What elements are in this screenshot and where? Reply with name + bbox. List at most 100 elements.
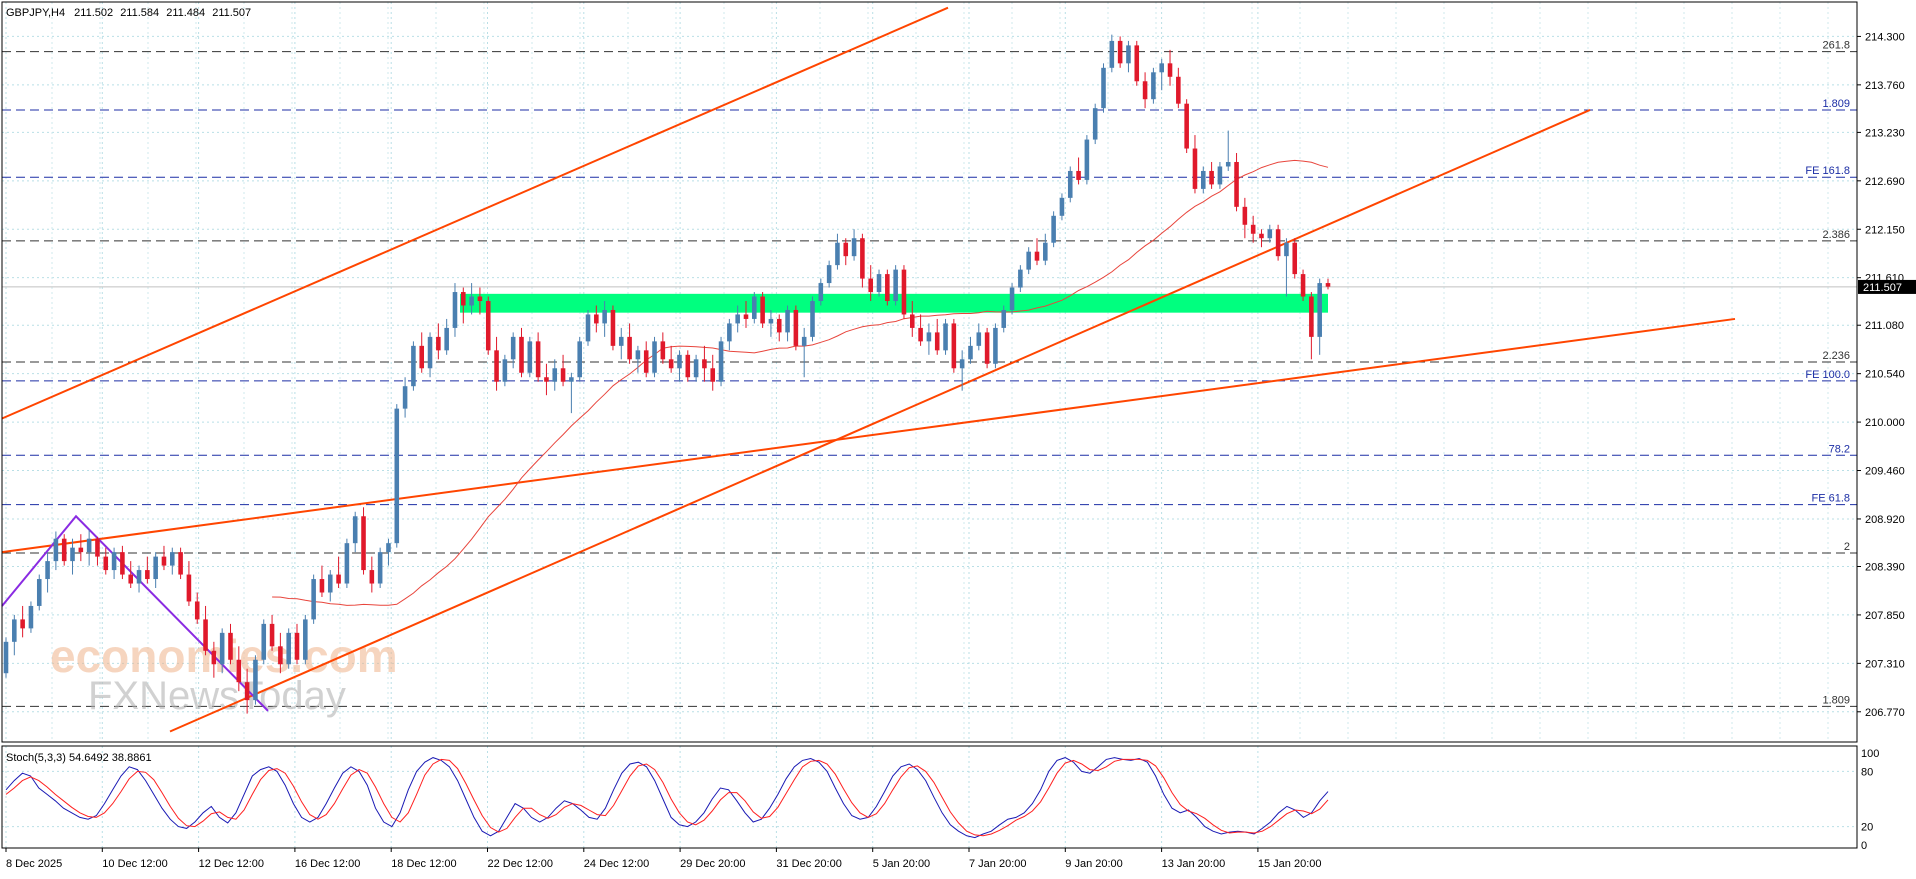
- candle-bullish: [569, 372, 574, 414]
- candle-body: [984, 332, 990, 364]
- time-tick-label: 16 Dec 12:00: [295, 858, 360, 870]
- candle-bearish: [710, 354, 716, 391]
- time-tick-label: 7 Jan 20:00: [969, 858, 1027, 870]
- candle-body: [702, 359, 707, 369]
- candle-body: [569, 377, 574, 382]
- candle-body: [860, 238, 865, 279]
- symbol-title: GBPJPY,H4 211.502 211.584 211.484 211.50…: [6, 7, 251, 19]
- candle-body: [1234, 161, 1239, 207]
- candle-body: [402, 386, 408, 409]
- candle-bearish: [1292, 238, 1298, 279]
- candle-body: [494, 350, 499, 382]
- candle-body: [1267, 229, 1273, 239]
- candle-body: [652, 341, 657, 373]
- candle-bullish: [993, 323, 998, 369]
- candle-bearish: [161, 545, 167, 571]
- candle-bullish: [752, 292, 757, 324]
- candle-body: [436, 336, 441, 351]
- candle-bullish: [693, 354, 699, 382]
- time-tick-label: 29 Dec 20:00: [680, 858, 745, 870]
- candle-body: [469, 296, 474, 306]
- candle-body: [253, 659, 258, 701]
- candle-bullish: [219, 628, 225, 674]
- candle-body: [20, 619, 25, 629]
- candle-body: [1184, 103, 1189, 149]
- time-tick-label: 10 Dec 12:00: [102, 858, 167, 870]
- candle-bullish: [718, 336, 724, 387]
- candle-bullish: [153, 552, 158, 589]
- candle-bearish: [461, 287, 466, 324]
- candle-bullish: [136, 565, 142, 593]
- candle-bearish: [1242, 197, 1248, 239]
- candle-bullish: [28, 601, 34, 633]
- candle-body: [1284, 242, 1289, 257]
- candle-body: [801, 336, 807, 346]
- price-tick-label: 207.850: [1865, 610, 1905, 622]
- candle-body: [959, 359, 965, 369]
- candle-bullish: [577, 336, 582, 382]
- candle-body: [145, 570, 150, 580]
- candle-bullish: [286, 628, 291, 669]
- candle-bearish: [668, 345, 674, 373]
- candle-bullish: [835, 233, 840, 270]
- candle-bearish: [610, 305, 616, 351]
- candle-bullish: [394, 404, 400, 548]
- candle-bullish: [602, 301, 607, 337]
- candle-body: [1059, 197, 1065, 216]
- time-tick-label: 5 Jan 20:00: [873, 858, 931, 870]
- candle-bearish: [419, 332, 425, 373]
- candle-body: [1151, 72, 1156, 100]
- time-tick-label: 12 Dec 12:00: [199, 858, 264, 870]
- candle-bullish: [1159, 58, 1164, 91]
- candle-body: [685, 354, 691, 378]
- candle-bullish: [1043, 233, 1048, 266]
- candle-body: [228, 632, 233, 660]
- candle-body: [1092, 108, 1098, 140]
- symbol-name: GBPJPY,H4: [6, 7, 65, 19]
- ohlc-low: 211.484: [166, 7, 205, 19]
- candle-body: [361, 516, 366, 571]
- stoch-tick-label: 80: [1861, 766, 1873, 778]
- level-label: 1.809: [1822, 694, 1850, 706]
- candle-bullish: [469, 283, 474, 315]
- candle-bearish: [643, 341, 649, 378]
- time-tick-label: 24 Dec 12:00: [584, 858, 649, 870]
- candle-body: [1126, 45, 1131, 64]
- candle-bearish: [901, 265, 907, 319]
- price-tick-label: 207.310: [1865, 658, 1905, 670]
- candle-body: [943, 323, 948, 351]
- candle-bullish: [635, 345, 641, 373]
- candle-body: [668, 359, 674, 369]
- candle-bearish: [103, 547, 109, 575]
- candle-body: [477, 296, 483, 302]
- candle-body: [12, 619, 17, 642]
- candle-body: [785, 309, 790, 333]
- time-tick-label: 18 Dec 12:00: [391, 858, 456, 870]
- candle-bearish: [477, 287, 483, 315]
- candle-bullish: [677, 350, 682, 382]
- candle-bullish: [1051, 211, 1056, 248]
- price-tick-label: 213.760: [1865, 80, 1905, 92]
- candle-body: [1067, 170, 1073, 198]
- candle-bullish: [818, 278, 824, 306]
- candle-bullish: [1084, 135, 1090, 185]
- level-label: 2: [1844, 541, 1850, 553]
- candle-body: [86, 538, 92, 553]
- stoch-signal-line: [5, 758, 1329, 837]
- candle-bullish: [452, 283, 458, 337]
- candle-bullish: [502, 354, 508, 387]
- price-tick-label: 213.230: [1865, 127, 1905, 139]
- candle-bullish: [402, 377, 408, 418]
- candle-body: [1292, 242, 1298, 275]
- zone-rect: [460, 293, 1328, 313]
- candle-bearish: [1300, 269, 1306, 302]
- candle-body: [194, 601, 200, 620]
- candle-body: [544, 377, 549, 382]
- candle-body: [993, 327, 998, 364]
- candle-bearish: [194, 592, 200, 624]
- candle-body: [1317, 283, 1322, 337]
- candle-body: [760, 296, 765, 324]
- candle-bearish: [702, 345, 707, 382]
- candle-bullish: [1018, 265, 1023, 293]
- price-tick-label: 209.460: [1865, 466, 1905, 478]
